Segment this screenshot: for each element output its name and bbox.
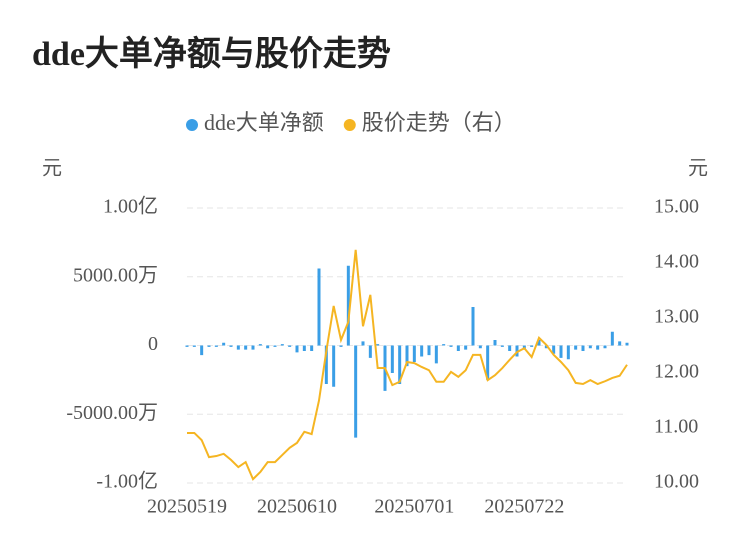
x-tick-label: 20250610 bbox=[257, 496, 337, 518]
bar bbox=[493, 340, 497, 346]
bar bbox=[427, 345, 431, 356]
bar bbox=[625, 342, 629, 346]
bar bbox=[581, 345, 585, 351]
y2-tick-label: 11.00 bbox=[654, 416, 698, 438]
y-axis-label: 元 bbox=[42, 158, 62, 180]
legend-label: 股价走势（右） bbox=[362, 110, 516, 135]
chart-title: dde大单净额与股价走势 bbox=[32, 35, 391, 73]
bar bbox=[302, 345, 306, 351]
bar bbox=[588, 345, 592, 349]
bar bbox=[214, 345, 218, 347]
bar bbox=[185, 345, 189, 347]
bar bbox=[266, 345, 270, 349]
bar bbox=[530, 345, 534, 347]
bar bbox=[618, 341, 622, 346]
y-tick-label: -1.00亿 bbox=[96, 470, 158, 493]
bar bbox=[434, 345, 438, 364]
bar bbox=[449, 345, 453, 347]
y2-tick-label: 14.00 bbox=[654, 251, 699, 273]
bar bbox=[192, 345, 196, 347]
y-tick-label: 1.00亿 bbox=[103, 195, 158, 218]
y2-axis-label: 元 bbox=[688, 158, 708, 180]
bar bbox=[537, 340, 541, 346]
bar bbox=[486, 345, 490, 380]
bar bbox=[478, 345, 482, 349]
legend-marker bbox=[343, 119, 356, 131]
bar bbox=[273, 345, 277, 347]
bar bbox=[398, 345, 402, 384]
price-line bbox=[187, 249, 628, 481]
bar bbox=[610, 331, 614, 346]
y2-tick-label: 13.00 bbox=[654, 306, 699, 328]
bar bbox=[288, 345, 292, 347]
bar bbox=[566, 345, 570, 360]
bar bbox=[471, 307, 475, 346]
bar bbox=[508, 345, 512, 351]
bar bbox=[310, 345, 314, 351]
bar bbox=[295, 345, 299, 353]
bar bbox=[317, 268, 321, 346]
bar bbox=[354, 345, 358, 438]
bar bbox=[346, 265, 350, 346]
bar bbox=[405, 345, 409, 367]
y-tick-label: -5000.00万 bbox=[66, 402, 158, 424]
bar bbox=[412, 345, 416, 362]
bar bbox=[500, 345, 504, 347]
bar bbox=[420, 345, 424, 357]
bar bbox=[456, 345, 460, 351]
bar bbox=[258, 344, 262, 346]
bar bbox=[544, 345, 548, 349]
bar bbox=[368, 345, 372, 358]
bar bbox=[244, 345, 248, 350]
legend-label: dde大单净额 bbox=[204, 110, 324, 135]
bar bbox=[200, 345, 204, 356]
legend-marker bbox=[186, 119, 198, 131]
y2-tick-label: 12.00 bbox=[654, 361, 699, 383]
y2-tick-label: 10.00 bbox=[654, 471, 699, 493]
x-tick-label: 20250701 bbox=[374, 496, 454, 518]
bar bbox=[603, 345, 607, 349]
bar bbox=[596, 345, 600, 350]
x-tick-label: 20250722 bbox=[484, 496, 564, 518]
bar bbox=[552, 345, 556, 354]
bar bbox=[464, 345, 468, 350]
bar bbox=[442, 344, 446, 346]
bar bbox=[332, 345, 336, 387]
bar bbox=[339, 345, 343, 347]
y-tick-label: 5000.00万 bbox=[73, 264, 158, 286]
bar bbox=[559, 345, 563, 358]
bar bbox=[280, 344, 284, 346]
bar bbox=[251, 345, 255, 350]
bar bbox=[361, 341, 365, 346]
bar bbox=[236, 345, 240, 350]
bar bbox=[229, 345, 233, 347]
y-tick-label: 0 bbox=[148, 333, 158, 355]
bar bbox=[222, 342, 226, 346]
y2-tick-label: 15.00 bbox=[654, 196, 699, 218]
x-tick-label: 20250519 bbox=[147, 496, 227, 518]
bar bbox=[324, 345, 328, 384]
bar bbox=[207, 345, 211, 347]
bar bbox=[574, 345, 578, 350]
bar bbox=[390, 345, 394, 373]
bar bbox=[376, 344, 380, 346]
